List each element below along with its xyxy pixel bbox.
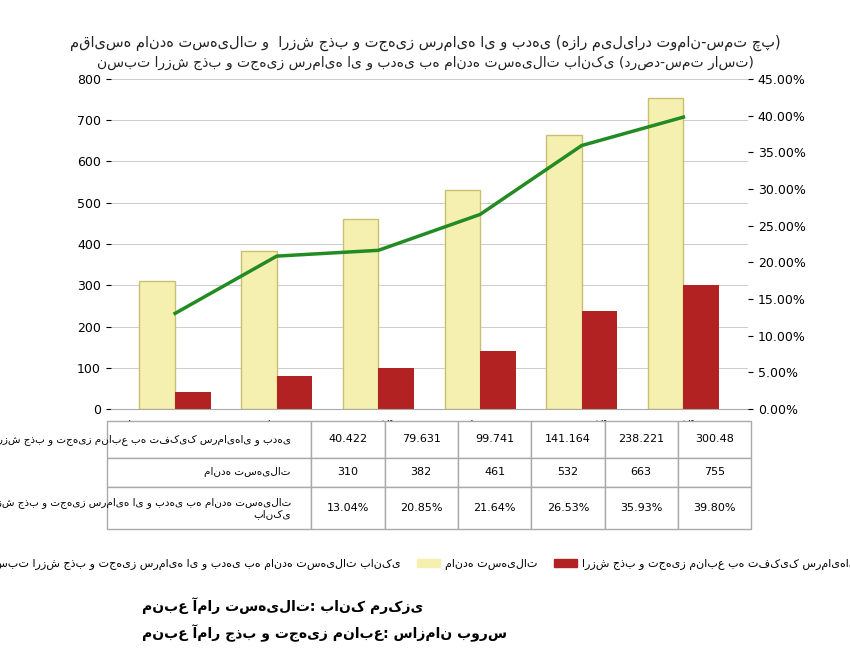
Text: نسبت ارزش جذب و تجهیز سرمایه ای و بدهی به مانده تسهیلات بانکی (درصد-سمت راست): نسبت ارزش جذب و تجهیز سرمایه ای و بدهی ب… [97, 55, 753, 70]
Bar [277, 376, 312, 409]
Bar [139, 281, 175, 409]
Text: منبع آمار جذب و تجهیز منابع: سازمان بورس: منبع آمار جذب و تجهیز منابع: سازمان بورس [142, 624, 507, 642]
Bar [581, 311, 617, 409]
Bar [175, 392, 211, 409]
Bar [378, 368, 414, 409]
Text: منبع آمار تسهیلات: بانک مرکزی: منبع آمار تسهیلات: بانک مرکزی [142, 597, 423, 614]
Bar [683, 285, 719, 409]
Legend: نسبت ارزش جذب و تجهیز سرمایه ای و بدهی به مانده تسهیلات بانکی, مانده تسهیلات, ار: نسبت ارزش جذب و تجهیز سرمایه ای و بدهی ب… [0, 555, 850, 574]
Bar [241, 251, 277, 409]
Bar [648, 97, 683, 409]
Bar [480, 351, 516, 409]
Bar [445, 190, 480, 409]
Text: مقایسه مانده تسهیلات و  ارزش جذب و تجهیز سرمایه ای و بدهی (هزار میلیارد تومان-سم: مقایسه مانده تسهیلات و ارزش جذب و تجهیز … [70, 35, 780, 51]
Bar [547, 136, 581, 409]
Bar [343, 219, 378, 409]
